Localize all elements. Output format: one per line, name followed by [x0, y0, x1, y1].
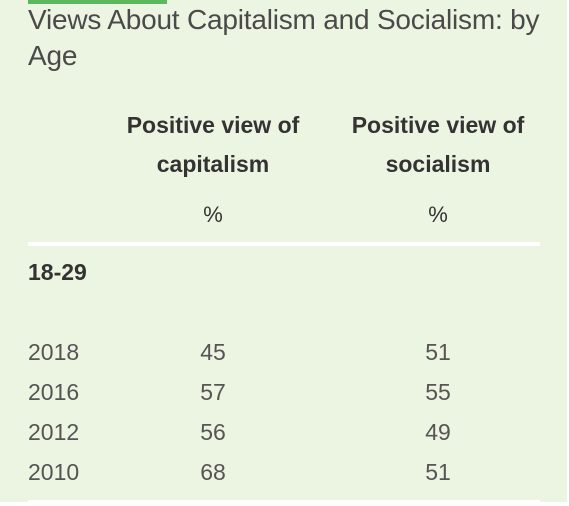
row-year-label: 2018: [28, 339, 80, 365]
row-year-label: 2010: [28, 459, 80, 485]
table-bottom-border: [28, 500, 540, 502]
row-year-label: 2016: [28, 379, 80, 405]
table-cell-capitalism: 45: [200, 339, 226, 365]
age-group-label: 18-29: [28, 259, 87, 285]
accent-bar: [28, 0, 167, 4]
column-header-socialism: Positive view of socialism: [351, 112, 525, 177]
row-year-label: 2012: [28, 419, 80, 445]
table-cell-socialism: 51: [425, 459, 451, 485]
table-cell-capitalism: 68: [200, 459, 226, 485]
table-cell-socialism: 49: [425, 419, 451, 445]
column-header-capitalism: Positive view of capitalism: [126, 112, 300, 177]
table-cell-capitalism: 56: [200, 419, 226, 445]
chart-title: Views About Capitalism and Socialism: by…: [28, 4, 540, 71]
column-unit-socialism: %: [428, 202, 448, 227]
table-cell-socialism: 55: [425, 379, 451, 405]
header-divider: [28, 242, 540, 246]
table-cell-capitalism: 57: [200, 379, 226, 405]
table-cell-socialism: 51: [425, 339, 451, 365]
column-unit-capitalism: %: [203, 202, 223, 227]
